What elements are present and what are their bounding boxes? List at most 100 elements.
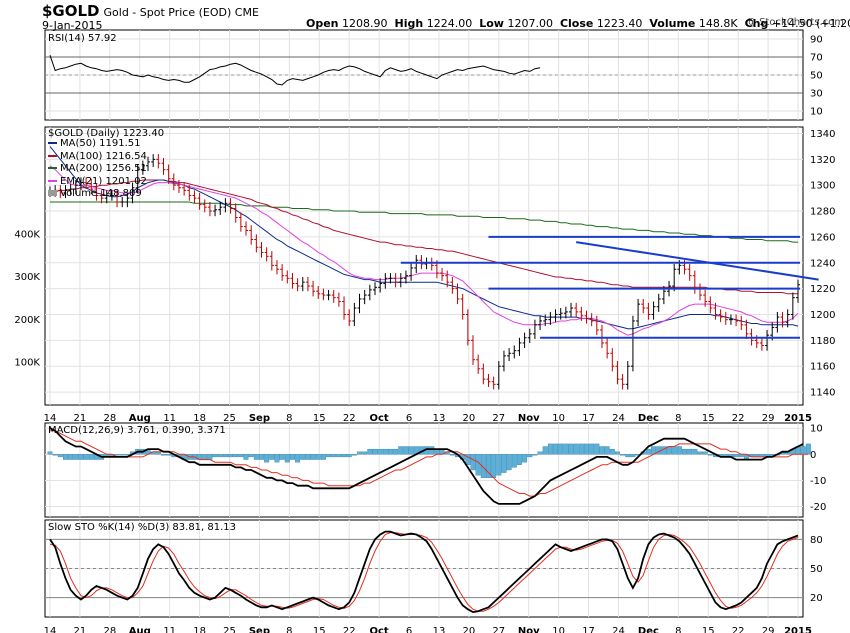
x-tick-label: 22 xyxy=(343,413,356,424)
macd-histogram-bar xyxy=(516,454,522,465)
x-tick-label: 17 xyxy=(582,413,595,424)
macd-histogram-bar xyxy=(480,454,486,478)
macd-histogram-bar xyxy=(568,443,574,455)
ema21-line xyxy=(49,165,799,336)
x-tick-label: 15 xyxy=(313,413,326,424)
macd-histogram-bar xyxy=(506,454,512,471)
macd-histogram-bar xyxy=(377,448,383,455)
macd-histogram-bar xyxy=(320,454,326,460)
x-tick-label: 21 xyxy=(74,413,87,424)
volume-tick-label: 100K xyxy=(14,358,40,369)
macd-histogram-bar xyxy=(625,454,631,458)
rsi-line xyxy=(49,55,541,86)
macd-histogram-bar xyxy=(486,454,491,478)
macd-histogram-bar xyxy=(248,454,254,458)
macd-histogram-bar xyxy=(491,454,497,478)
macd-histogram-bar xyxy=(228,454,234,458)
volume-tick-label: 400K xyxy=(14,229,40,240)
macd-histogram-bar xyxy=(341,454,347,458)
x-tick-label: 20 xyxy=(463,626,476,633)
macd-histogram-bar xyxy=(119,454,125,456)
x-tick-label: 14 xyxy=(44,413,57,424)
macd-histogram-bar xyxy=(609,448,615,455)
macd-histogram-bar xyxy=(697,451,703,455)
macd-histogram-bar xyxy=(217,454,223,458)
macd-histogram-bar xyxy=(687,448,693,455)
macd-histogram-bar xyxy=(284,454,290,463)
x-tick-label: 20 xyxy=(463,413,476,424)
chart-date: 9-Jan-2015 xyxy=(42,19,103,32)
ticker-symbol: $GOLD Gold - Spot Price (EOD) CME xyxy=(42,2,259,20)
panel-frame-macd xyxy=(44,422,804,518)
price-tick-label: 1320 xyxy=(810,155,835,166)
macd-histogram-bar xyxy=(253,454,259,460)
macd-title: MACD(12,26,9) 3.761, 0.390, 3.371 xyxy=(48,425,226,436)
volume-tick-label: 300K xyxy=(14,272,40,283)
macd-histogram-bar xyxy=(57,454,63,458)
macd-histogram-bar xyxy=(527,454,533,458)
volume-value: 148.8K xyxy=(698,17,738,30)
macd-histogram-bar xyxy=(630,454,636,458)
macd-histogram-bar xyxy=(387,448,393,455)
x-tick-label: 11 xyxy=(163,413,176,424)
macd-histogram-bar xyxy=(604,446,610,455)
macd-line xyxy=(49,427,804,505)
macd-histogram-bar xyxy=(558,443,564,455)
macd-histogram-bar xyxy=(676,446,682,455)
x-tick-label: 2015 xyxy=(784,413,812,424)
macd-histogram-bar xyxy=(382,448,388,455)
price-tick-label: 1180 xyxy=(810,336,835,347)
macd-histogram-bar xyxy=(671,446,677,455)
rsi-title: RSI(14) 57.92 xyxy=(48,33,117,44)
x-tick-label: 10 xyxy=(552,626,565,633)
x-tick-label: 8 xyxy=(675,626,681,633)
macd-histogram-bar xyxy=(532,454,538,456)
macd-histogram-bar xyxy=(68,454,74,460)
ticker-description: Gold - Spot Price (EOD) CME xyxy=(103,6,259,19)
macd-histogram-bar xyxy=(73,454,79,460)
x-tick-label: Aug xyxy=(129,413,151,424)
price-tick-label: 1260 xyxy=(810,232,835,243)
low-value: 1207.00 xyxy=(507,17,553,30)
x-tick-label: 18 xyxy=(193,413,206,424)
price-tick-label: 1340 xyxy=(810,129,835,140)
ma200-line xyxy=(50,201,798,243)
x-tick-label: 29 xyxy=(762,626,775,633)
macd-histogram-bar xyxy=(357,451,362,455)
x-tick-label: 6 xyxy=(406,626,412,633)
x-tick-label: Nov xyxy=(518,413,540,424)
macd-histogram-bar xyxy=(496,454,502,476)
exchange-label: CME xyxy=(234,6,259,19)
macd-histogram-bar xyxy=(614,451,620,455)
macd-histogram-bar xyxy=(351,454,357,456)
macd-histogram-bar xyxy=(88,454,94,460)
macd-histogram-bar xyxy=(563,443,569,455)
macd-histogram-bar xyxy=(264,454,270,463)
x-tick-label: 10 xyxy=(552,413,565,424)
x-tick-label: 18 xyxy=(193,626,206,633)
stochastic-title: Slow STO %K(14) %D(3) 83.81, 81.13 xyxy=(48,522,237,533)
x-tick-label: Nov xyxy=(518,626,540,633)
x-tick-label: Sep xyxy=(249,413,270,424)
legend-ma50: MA(50) 1191.51 xyxy=(48,138,147,151)
sto-k-line xyxy=(49,530,799,614)
macd-histogram-bar xyxy=(429,446,435,455)
macd-histogram-bar xyxy=(599,446,605,455)
macd-histogram-bar xyxy=(682,448,687,455)
macd-tick-label: 0 xyxy=(810,450,816,461)
x-tick-label: 22 xyxy=(732,413,745,424)
macd-histogram-bar xyxy=(279,454,285,460)
macd-histogram-bar xyxy=(289,454,295,460)
macd-histogram-bar xyxy=(238,454,244,458)
macd-histogram-bar xyxy=(212,454,218,458)
close-value: 1223.40 xyxy=(596,17,643,30)
macd-histogram-bar xyxy=(367,448,373,455)
macd-histogram-bar xyxy=(326,454,332,458)
macd-histogram-bar xyxy=(222,454,228,458)
x-tick-label: 15 xyxy=(702,413,715,424)
macd-histogram-bar xyxy=(398,446,404,455)
macd-histogram-bar xyxy=(522,454,528,463)
macd-histogram-bar xyxy=(166,454,172,456)
macd-histogram-bar xyxy=(269,454,275,460)
panel-frame-price xyxy=(44,126,804,406)
